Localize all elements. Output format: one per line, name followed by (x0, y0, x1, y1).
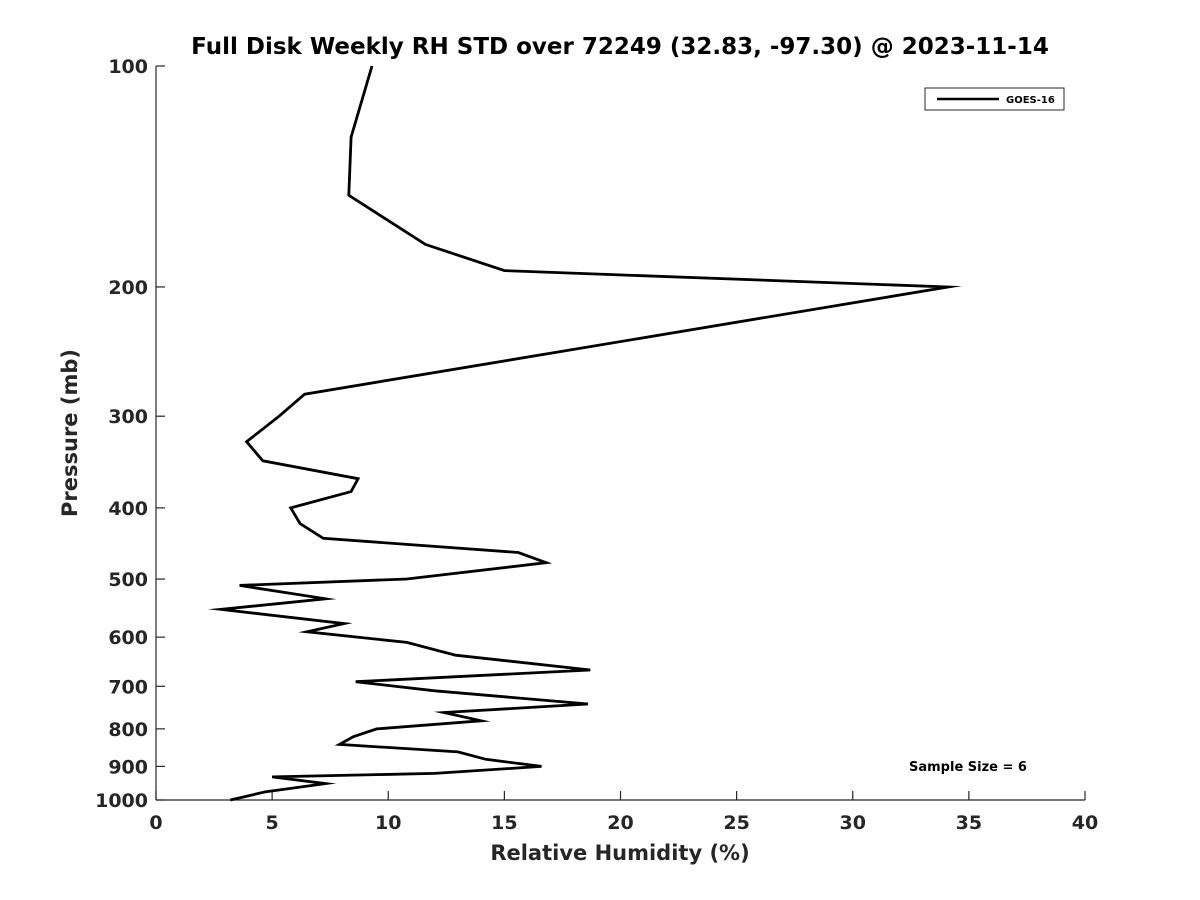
chart-title: Full Disk Weekly RH STD over 72249 (32.8… (191, 34, 1049, 60)
y-axis-label: Pressure (mb) (58, 349, 82, 517)
y-axis: 100 200 300 400 500 600 700 800 900 1000 (95, 56, 165, 812)
series-line-goes-16 (208, 65, 962, 802)
x-tick-label: 0 (149, 812, 162, 834)
legend: GOES-16 (924, 87, 1065, 111)
legend-label-goes-16: GOES-16 (1006, 95, 1055, 106)
y-tick-label: 200 (108, 277, 148, 299)
x-tick-label: 15 (491, 812, 517, 834)
x-tick-label: 25 (723, 812, 749, 834)
x-tick-label: 10 (375, 812, 401, 834)
y-tick-label: 800 (108, 719, 148, 741)
x-tick-label: 20 (607, 812, 633, 834)
y-tick-label: 600 (108, 627, 148, 649)
sample-size-annotation: Sample Size = 6 (909, 760, 1027, 775)
y-tick-label: 1000 (95, 790, 148, 812)
y-tick-label: 700 (108, 676, 148, 698)
y-tick-label: 100 (108, 56, 148, 78)
y-tick-label: 400 (108, 498, 148, 520)
x-tick-label: 30 (840, 812, 866, 834)
y-tick-label: 300 (108, 406, 148, 428)
x-axis: 0 5 10 15 20 25 30 35 40 (149, 791, 1098, 834)
plot-area (208, 65, 962, 802)
x-axis-label: Relative Humidity (%) (490, 841, 749, 865)
x-tick-label: 40 (1072, 812, 1098, 834)
y-tick-label: 500 (108, 569, 148, 591)
x-tick-label: 35 (956, 812, 982, 834)
x-tick-label: 5 (266, 812, 279, 834)
y-tick-label: 900 (108, 756, 148, 778)
